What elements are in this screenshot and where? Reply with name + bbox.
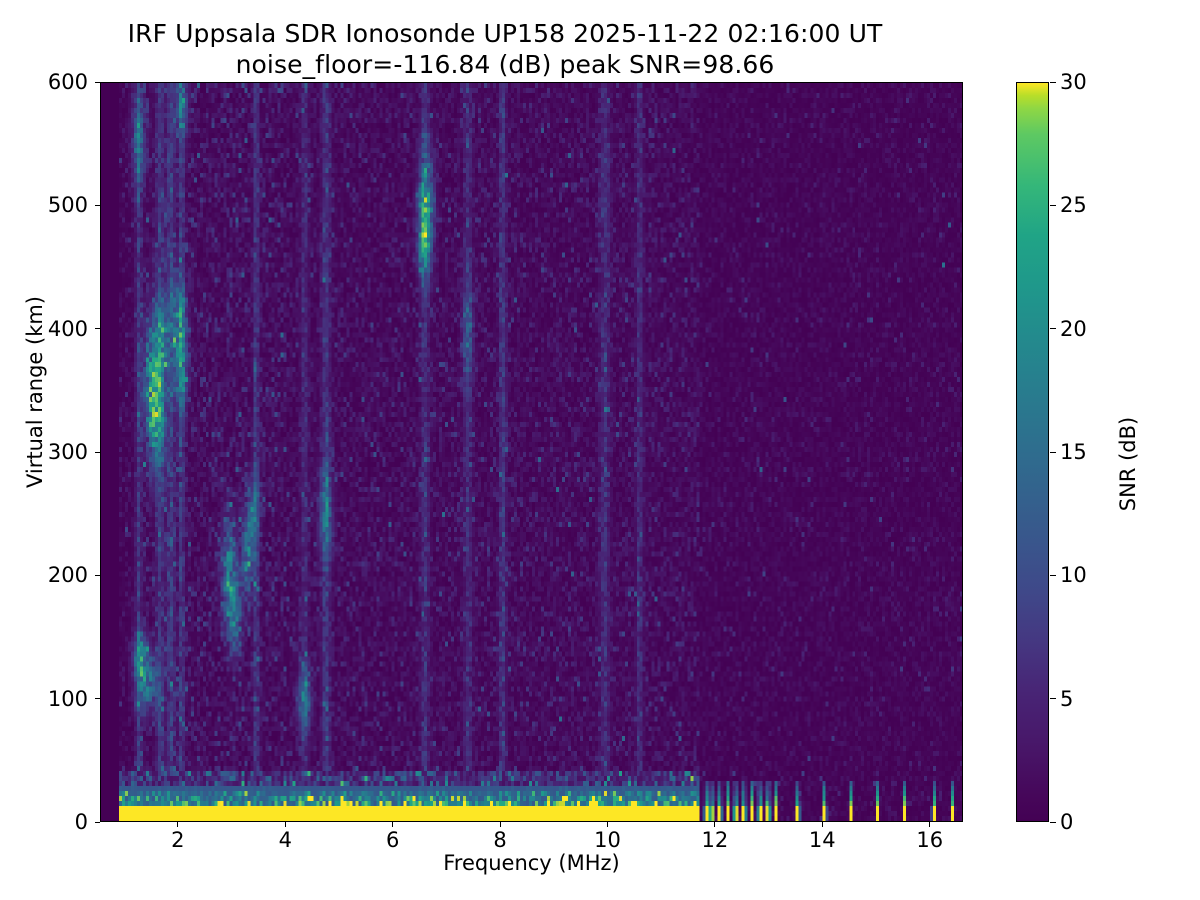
colorbar-tick-label: 15 [1060, 440, 1087, 464]
y-tick-label: 500 [47, 193, 88, 218]
x-axis-label: Frequency (MHz) [443, 851, 620, 875]
colorbar-tick-label: 25 [1060, 193, 1087, 218]
x-tick-mark [392, 822, 394, 827]
y-tick-mark [95, 204, 100, 206]
colorbar-tick-mark [1050, 451, 1056, 453]
x-tick-mark [284, 822, 286, 827]
x-tick-mark [929, 822, 931, 827]
y-tick-label: 400 [47, 316, 88, 341]
x-tick-label: 14 [808, 828, 836, 852]
ionogram-plot-area [100, 82, 963, 822]
colorbar-tick-mark [1050, 698, 1056, 700]
ionogram-heatmap [101, 83, 962, 821]
y-tick-label: 200 [47, 563, 88, 588]
colorbar-tick-label: 30 [1060, 70, 1087, 94]
colorbar-tick-label: 10 [1060, 563, 1087, 588]
colorbar-tick-label: 20 [1060, 316, 1087, 341]
colorbar-tick-mark [1050, 328, 1056, 330]
x-tick-label: 12 [701, 828, 729, 852]
y-tick-mark [95, 821, 100, 823]
x-tick-mark [177, 822, 179, 827]
colorbar-label: SNR (dB) [1116, 416, 1140, 512]
figure-title: IRF Uppsala SDR Ionosonde UP158 2025-11-… [0, 18, 1010, 80]
colorbar-tick-mark [1050, 574, 1056, 576]
y-tick-mark [95, 328, 100, 330]
x-tick-label: 6 [385, 828, 400, 852]
y-tick-mark [95, 81, 100, 83]
x-tick-label: 2 [171, 828, 185, 852]
y-tick-mark [95, 698, 100, 700]
y-tick-label: 300 [47, 440, 88, 464]
colorbar-tick-mark [1050, 204, 1056, 206]
x-tick-mark [821, 822, 823, 827]
figure-title-line2: noise_floor=-116.84 (dB) peak SNR=98.66 [235, 50, 775, 79]
x-tick-mark [499, 822, 501, 827]
x-tick-label: 10 [594, 828, 621, 852]
colorbar-tick-mark [1050, 821, 1056, 823]
colorbar-tick-mark [1050, 81, 1056, 83]
y-tick-label: 600 [47, 70, 88, 94]
x-tick-mark [714, 822, 716, 827]
y-axis-label: Virtual range (km) [23, 295, 47, 489]
colorbar-gradient [1017, 83, 1048, 821]
x-tick-mark [606, 822, 609, 827]
y-tick-label: 100 [47, 686, 88, 711]
y-tick-mark [95, 574, 100, 576]
x-tick-label: 4 [278, 828, 292, 852]
x-tick-label: 8 [493, 828, 507, 852]
colorbar [1016, 82, 1049, 822]
y-tick-label: 0 [74, 810, 88, 834]
figure-title-line1: IRF Uppsala SDR Ionosonde UP158 2025-11-… [127, 19, 883, 48]
colorbar-tick-label: 5 [1060, 686, 1074, 711]
colorbar-tick-label: 0 [1060, 810, 1074, 834]
x-tick-label: 16 [916, 828, 944, 852]
y-tick-mark [95, 451, 100, 453]
